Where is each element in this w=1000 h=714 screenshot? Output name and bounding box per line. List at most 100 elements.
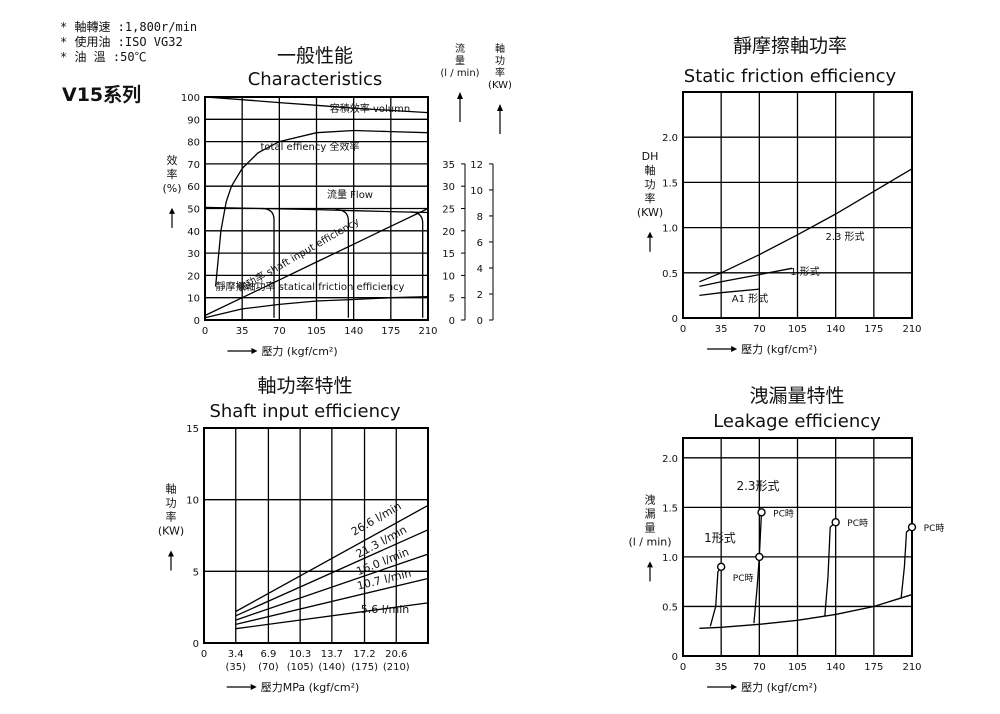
characteristics-flow-cutoff: [335, 208, 350, 318]
characteristics-xtick-label: 35: [236, 326, 249, 337]
static-friction-ylabel: DH: [642, 150, 659, 163]
shaft-input-xtick-label: 17.2: [353, 649, 375, 660]
shaft-input-xtick-sublabel: (210): [383, 662, 410, 673]
leakage-ytick-label: 1.5: [662, 503, 678, 514]
note-oil: * 使用油 :ISO VG32: [60, 35, 183, 49]
static-friction-subtitle: Static friction efficiency: [684, 66, 897, 87]
note-temp: * 油 溫 :50℃: [60, 50, 147, 64]
static-friction-series-label: A1 形式: [732, 292, 768, 305]
characteristics-right-tick-label: 35: [442, 160, 455, 171]
leakage-annotation: 1形式: [704, 531, 736, 545]
characteristics-right-tick-label: 12: [470, 160, 483, 171]
leakage-ytick-label: 1.0: [662, 553, 678, 564]
characteristics-right-tick-label: 15: [442, 249, 455, 260]
leakage-series-line: [753, 512, 763, 624]
characteristics-series-label: total effiency 全效率: [261, 140, 360, 153]
leakage-ytick-label: 0: [672, 652, 678, 663]
shaft-input-series-line: [235, 553, 429, 621]
characteristics-right-tick-label: 25: [442, 205, 455, 216]
characteristics-right-tick-label: 20: [442, 227, 455, 238]
characteristics-ytick-label: 90: [187, 115, 200, 126]
leakage-ytick-label: 2.0: [662, 454, 678, 465]
characteristics-xlabel: 壓力 (kgf/cm²): [261, 345, 337, 358]
static-friction-ylabel: (KW): [637, 206, 663, 219]
shaft-input-title: 軸功率特性: [257, 375, 352, 397]
static-friction-ylabel: 功: [645, 178, 656, 191]
characteristics-right-axis-label: 功: [495, 55, 505, 67]
characteristics-ytick-label: 50: [187, 205, 200, 216]
leakage-marker: [831, 518, 840, 527]
leakage-series-line: [824, 521, 837, 617]
characteristics-ylabel: 效: [167, 153, 178, 167]
shaft-input-xtick-sublabel: (105): [287, 662, 314, 673]
static-friction-series-label: 2.3 形式: [825, 230, 864, 243]
leakage-xtick-label: 140: [826, 662, 845, 673]
characteristics-right-axis-label: (l / min): [440, 68, 479, 79]
leakage-xlabel: 壓力 (kgf/cm²): [741, 681, 817, 694]
characteristics-xtick-label: 105: [307, 326, 326, 337]
characteristics-series-line: [204, 96, 429, 114]
characteristics-ytick-label: 80: [187, 138, 200, 149]
leakage-marker-label: PC時: [924, 523, 945, 534]
leakage-marker-label: PC時: [773, 508, 794, 519]
characteristics-right-tick-label: 10: [470, 186, 483, 197]
static-friction-ylabel: 軸: [645, 163, 656, 177]
leakage-title: 洩漏量特性: [749, 385, 844, 407]
shaft-input-ylabel-arrowhead: [168, 550, 174, 557]
shaft-input-ytick-label: 15: [186, 424, 199, 435]
shaft-input-ylabel: 軸: [166, 482, 177, 496]
shaft-input-series-line: [235, 529, 429, 617]
shaft-input-ylabel: 功: [166, 497, 177, 510]
characteristics-right-tick-label: 10: [442, 271, 455, 282]
leakage-base-curve: [699, 593, 913, 629]
static-friction-ytick-label: 0.5: [662, 269, 678, 280]
leakage-ylabel: 洩: [645, 492, 656, 506]
shaft-input-xtick-sublabel: (140): [318, 662, 345, 673]
shaft-input-xtick-label: 10.3: [289, 649, 311, 660]
leakage-ylabel: 漏: [645, 507, 656, 520]
characteristics-xlabel-arrowhead: [251, 348, 258, 354]
characteristics-ytick-label: 60: [187, 182, 200, 193]
shaft-input-xtick-label: 13.7: [321, 649, 343, 660]
shaft-input-xlabel: 壓力MPa (kgf/cm²): [261, 681, 360, 694]
static-friction-series-line: [699, 267, 793, 288]
characteristics-series-label: 容積效率 volumn: [330, 102, 410, 115]
characteristics-right-tick-label: 2: [477, 290, 483, 301]
leakage-ylabel: (l / min): [628, 535, 671, 548]
characteristics-ylabel: (%): [162, 182, 181, 195]
characteristics-flow-cutoff: [261, 207, 275, 318]
shaft-input-ytick-label: 0: [193, 639, 199, 650]
static-friction-xtick-label: 140: [826, 324, 845, 335]
characteristics-ytick-label: 20: [187, 271, 200, 282]
shaft-input-ylabel: (KW): [158, 525, 184, 538]
shaft-input-series-line: [235, 577, 429, 626]
series-label: V15系列: [62, 84, 142, 106]
characteristics-ytick-label: 100: [181, 93, 200, 104]
characteristics-right-tick-label: 6: [477, 238, 483, 249]
static-friction-xtick-label: 175: [864, 324, 883, 335]
shaft-input-xtick-label: 6.9: [260, 649, 276, 660]
characteristics-right-axis-label: 率: [495, 66, 505, 79]
shaft-input-xtick-label: 0: [201, 649, 207, 660]
leakage-xtick-label: 210: [902, 662, 921, 673]
characteristics-flow-cutoff: [409, 211, 424, 318]
shaft-input-series-line: [235, 602, 429, 630]
note-speed: * 軸轉速 :1,800r/min: [60, 20, 198, 34]
characteristics-right-axis-arrowhead: [457, 92, 463, 99]
characteristics-series-line: [204, 207, 429, 317]
characteristics-right-axis-label: (KW): [488, 80, 512, 91]
characteristics-series-label: 流量 Flow: [327, 188, 373, 201]
characteristics-right-axis-arrowhead: [497, 104, 503, 111]
characteristics-ytick-label: 0: [194, 316, 200, 327]
characteristics-xtick-label: 210: [418, 326, 437, 337]
shaft-input-ytick-label: 5: [193, 567, 199, 578]
shaft-input-xlabel-arrowhead: [250, 684, 257, 690]
static-friction-ytick-label: 1.5: [662, 178, 678, 189]
static-friction-ytick-label: 2.0: [662, 133, 678, 144]
shaft-input-ytick-label: 10: [186, 496, 199, 507]
characteristics-right-tick-label: 8: [477, 212, 483, 223]
characteristics-xtick-label: 70: [273, 326, 286, 337]
shaft-input-xtick-sublabel: (35): [225, 662, 246, 673]
shaft-input-series-line: [235, 504, 429, 613]
characteristics-right-tick-label: 0: [477, 316, 483, 327]
